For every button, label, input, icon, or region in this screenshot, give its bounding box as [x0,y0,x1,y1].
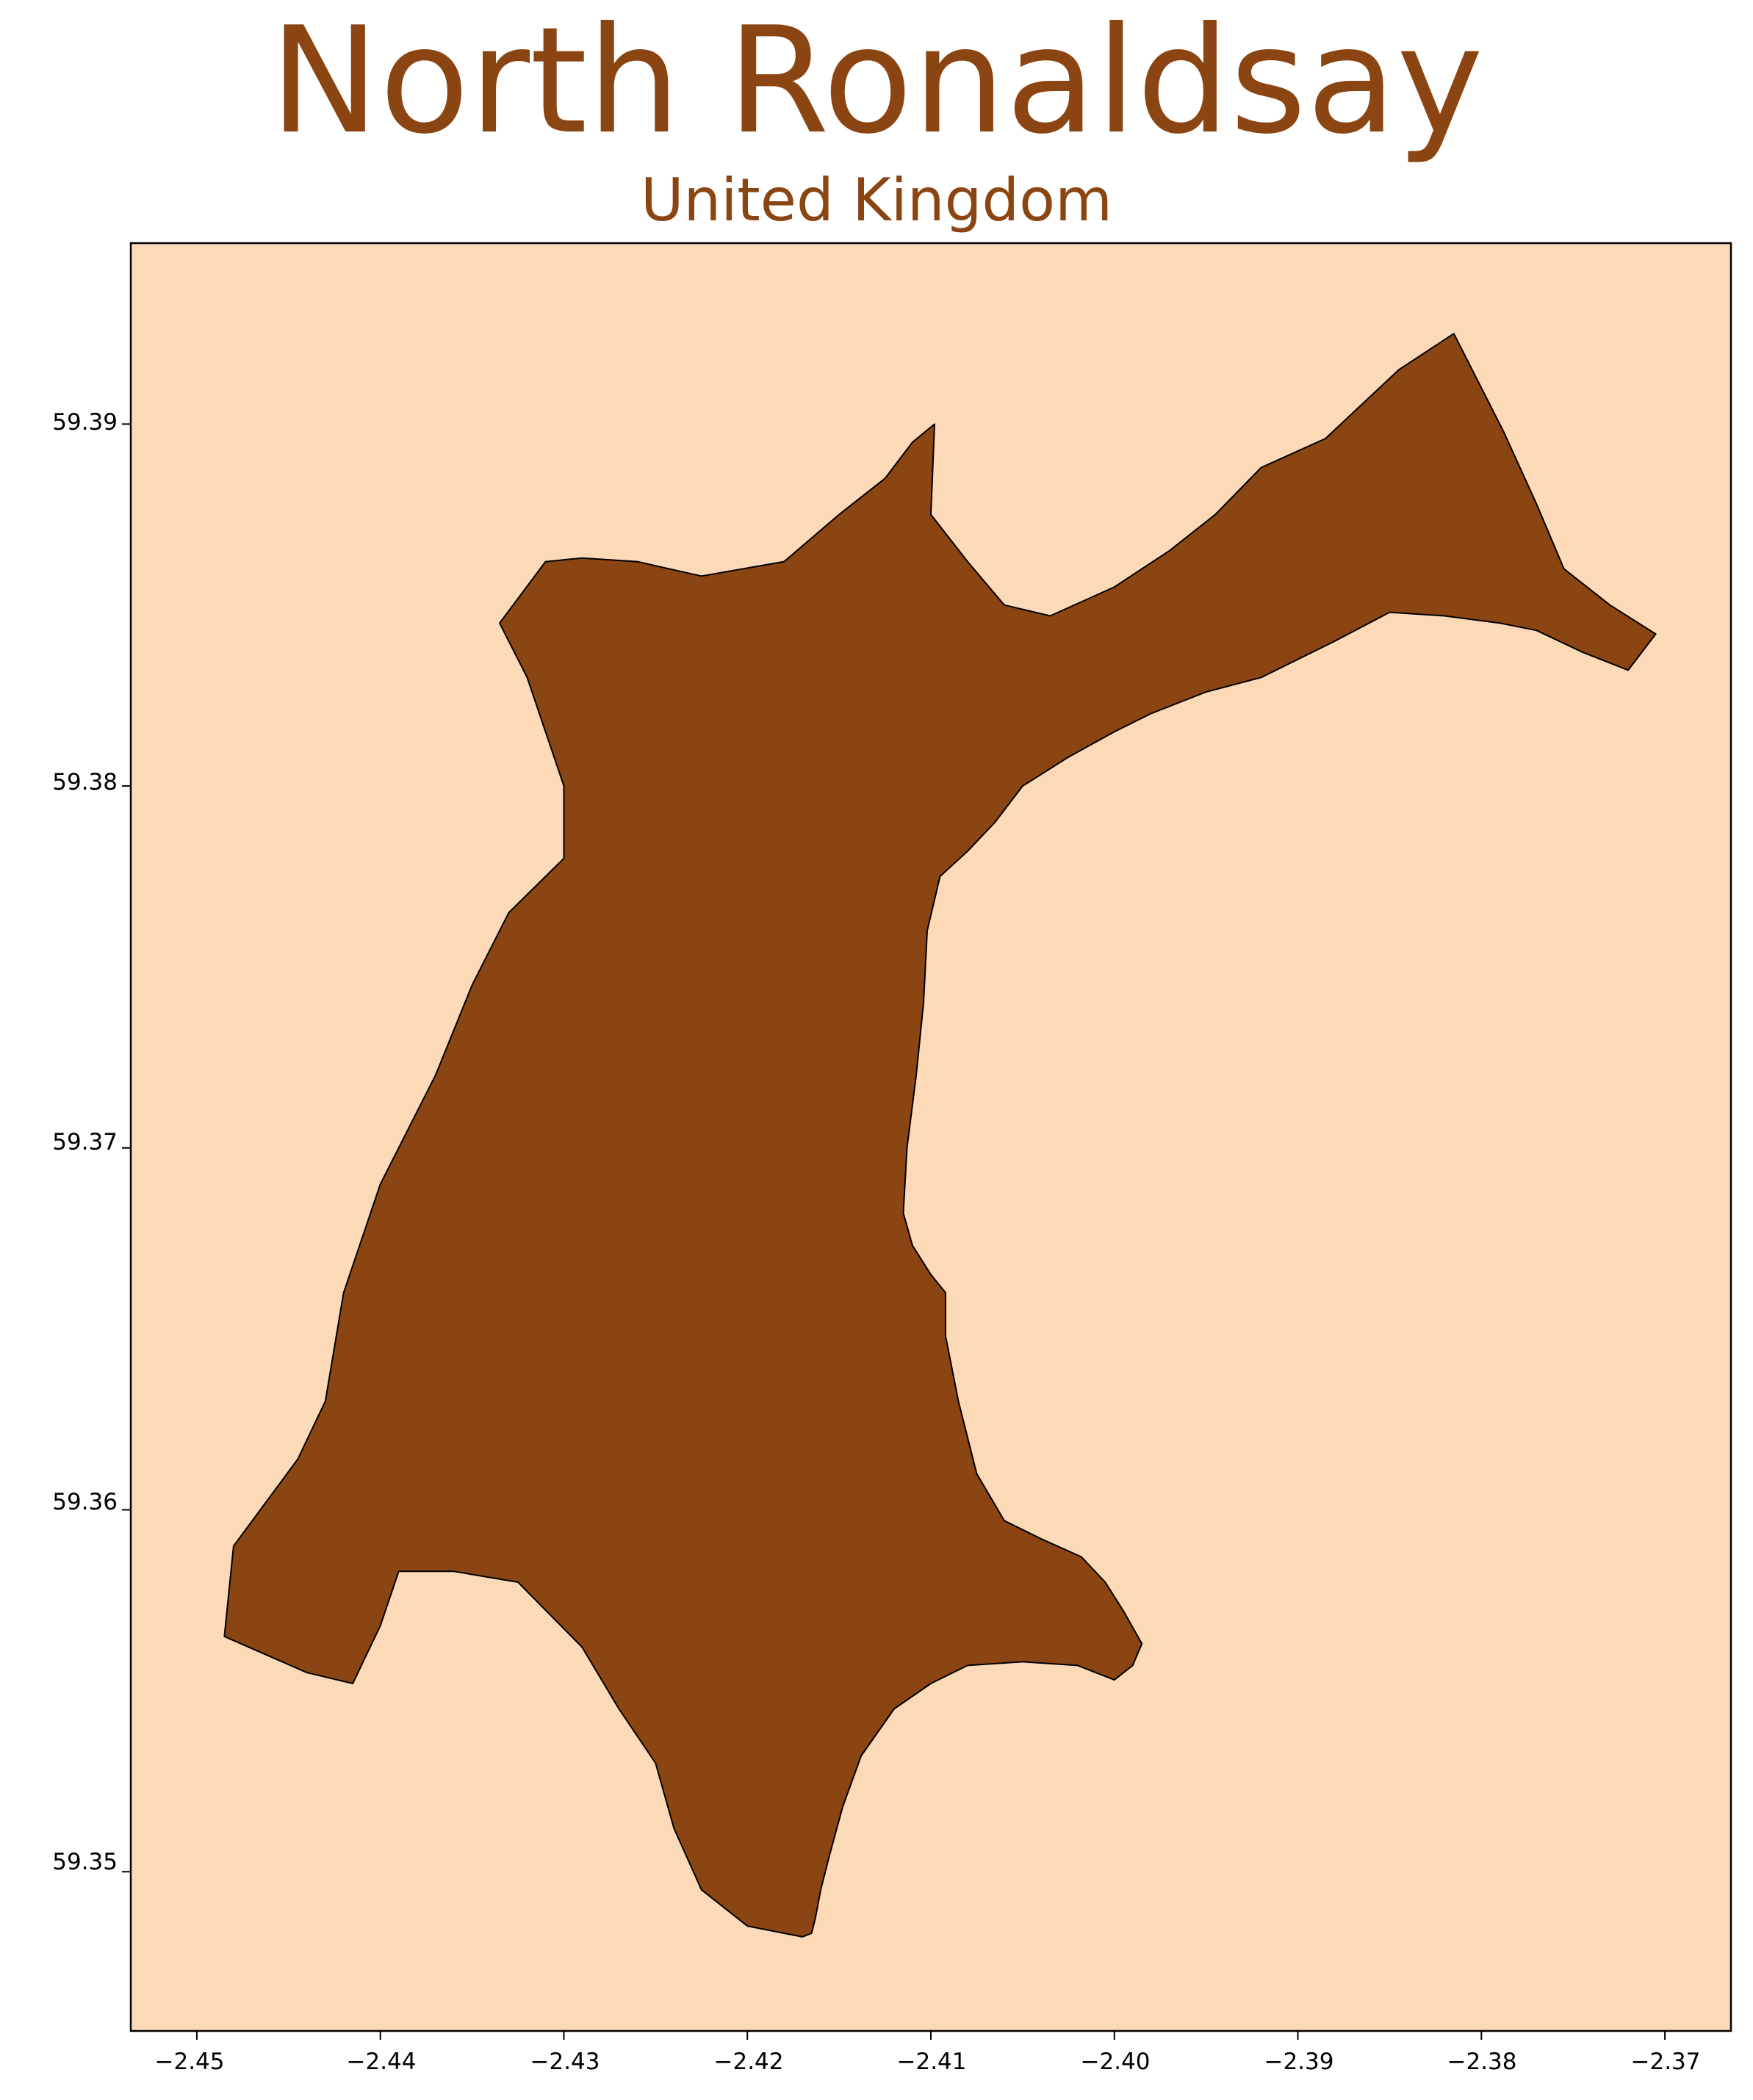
island-shape [223,333,1657,1938]
x-tick-label: −2.45 [155,2049,225,2075]
y-tick-label: 59.37 [52,1129,118,1155]
y-axis: 59.39 59.38 59.37 59.36 59.35 [52,409,131,1875]
y-tick-label: 59.39 [52,409,118,436]
x-tick-label: −2.43 [530,2049,600,2075]
x-tick-label: −2.37 [1631,2049,1701,2075]
y-tick-label: 59.38 [52,769,118,795]
map-subtitle: United Kingdom [640,166,1113,234]
x-tick-label: −2.41 [897,2049,967,2075]
x-tick-label: −2.44 [347,2049,417,2075]
x-tick-label: −2.39 [1264,2049,1334,2075]
y-tick-label: 59.36 [52,1489,118,1515]
x-tick-label: −2.42 [714,2049,784,2075]
x-tick-label: −2.38 [1447,2049,1517,2075]
x-axis: −2.45 −2.44 −2.43 −2.42 −2.41 −2.40 −2.3… [155,2031,1701,2075]
x-tick-label: −2.40 [1081,2049,1151,2075]
map-title: North Ronaldsay [269,0,1484,167]
y-tick-label: 59.35 [52,1849,118,1875]
